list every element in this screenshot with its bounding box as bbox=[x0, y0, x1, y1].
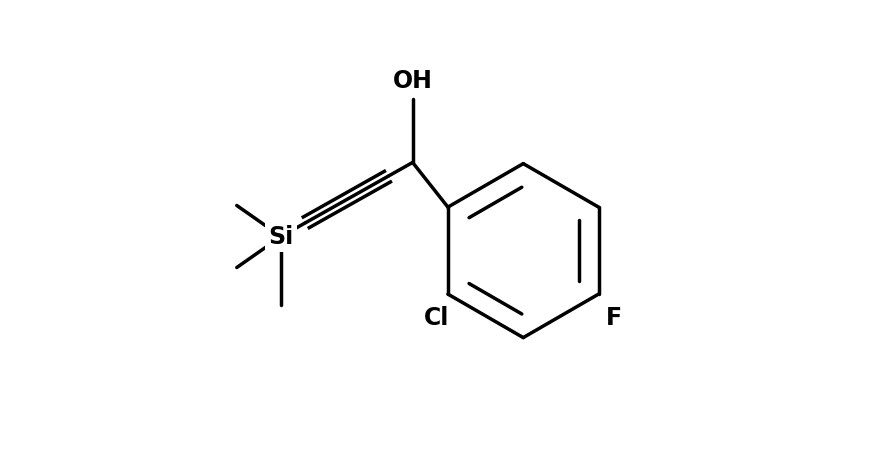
Text: F: F bbox=[606, 306, 622, 330]
Text: Cl: Cl bbox=[424, 306, 449, 330]
Text: Si: Si bbox=[269, 225, 294, 248]
Text: OH: OH bbox=[392, 70, 433, 93]
